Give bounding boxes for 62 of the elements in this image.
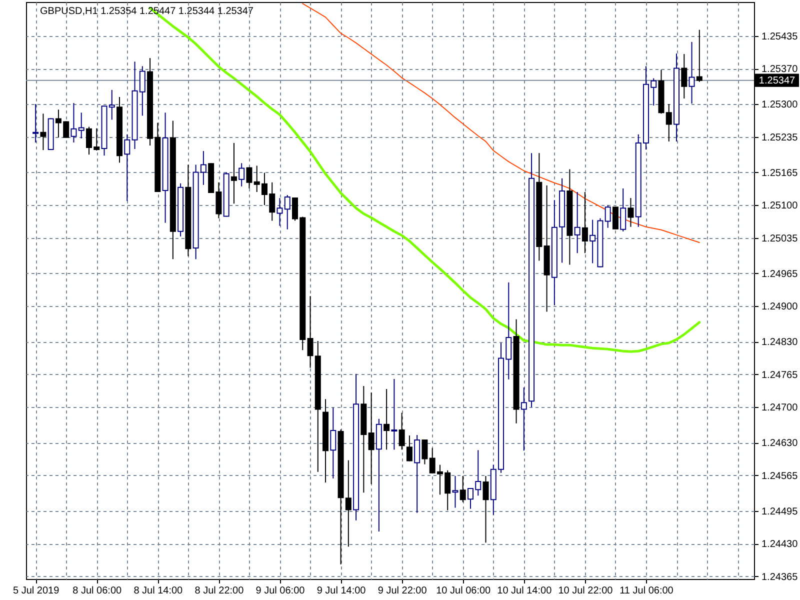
candlestick	[391, 378, 398, 450]
y-tick-label: 1.24900	[762, 302, 798, 313]
x-tick-label: 10 Jul 06:00	[436, 586, 492, 596]
y-tick-label: 1.24565	[762, 470, 798, 482]
y-tick-label: 1.24495	[762, 506, 798, 518]
x-tick-label: 10 Jul 14:00	[497, 586, 552, 596]
x-tick-label: 9 Jul 06:00	[256, 586, 306, 596]
x-tick-label: 8 Jul 06:00	[72, 586, 122, 596]
candlestick	[628, 198, 634, 228]
candlestick	[368, 392, 374, 485]
candlestick	[284, 194, 290, 230]
y-tick-label: 1.25165	[762, 168, 798, 179]
y-tick-label: 1.25035	[762, 233, 798, 244]
candlestick	[406, 435, 412, 462]
y-tick-label: 1.25300	[762, 100, 798, 111]
candlestick	[482, 475, 489, 544]
y-tick-label: 1.25370	[762, 64, 798, 76]
y-tick-label: 1.24630	[762, 438, 798, 450]
candlestick	[696, 29, 702, 82]
y-tick-label: 1.25435	[762, 31, 798, 42]
x-tick-label: 9 Jul 14:00	[316, 586, 366, 596]
candlestick	[70, 102, 77, 143]
candlestick	[422, 439, 428, 465]
candlestick	[574, 191, 580, 254]
y-tick-label: 1.24700	[762, 402, 798, 414]
y-tick-label: 1.25235	[762, 132, 798, 144]
y-tick-label: 1.24830	[762, 337, 798, 348]
candlestick	[398, 412, 405, 450]
candlestick	[238, 162, 245, 187]
candlestick	[612, 206, 618, 230]
y-tick-label: 1.24965	[762, 268, 798, 280]
y-tick-label: 1.24765	[762, 370, 798, 381]
line-series	[302, 3, 700, 243]
y-tick-label: 1.25100	[762, 200, 798, 212]
y-tick-label: 1.24365	[762, 572, 798, 583]
candlestick	[32, 104, 39, 143]
y-tick-label: 1.24430	[762, 539, 798, 550]
candlestick	[124, 134, 130, 202]
candlestick	[414, 434, 420, 514]
x-tick-label: 5 Jul 2019	[13, 586, 60, 596]
x-tick-label: 9 Jul 22:00	[378, 586, 428, 596]
candlestick	[384, 388, 390, 450]
candlestick	[452, 475, 458, 508]
candlestick	[108, 89, 115, 120]
candlestick	[520, 387, 527, 452]
candlestick	[276, 198, 283, 226]
candlestick	[330, 407, 336, 479]
candlestick	[78, 112, 84, 139]
x-tick-label: 11 Jul 06:00	[620, 586, 674, 596]
candlestick	[688, 41, 695, 104]
ref-line-label: 1.25347	[758, 75, 796, 86]
x-tick-label: 10 Jul 22:00	[558, 586, 614, 596]
candlestick	[246, 166, 252, 189]
candlestick	[40, 113, 46, 151]
x-tick-label: 8 Jul 14:00	[134, 586, 184, 596]
candlestick	[460, 475, 466, 503]
candlestick	[230, 142, 237, 204]
x-tick-label: 8 Jul 22:00	[194, 586, 244, 596]
candlestick	[681, 54, 688, 100]
candlestick	[582, 191, 588, 254]
candlestick	[620, 188, 626, 232]
candlestick	[604, 204, 611, 228]
